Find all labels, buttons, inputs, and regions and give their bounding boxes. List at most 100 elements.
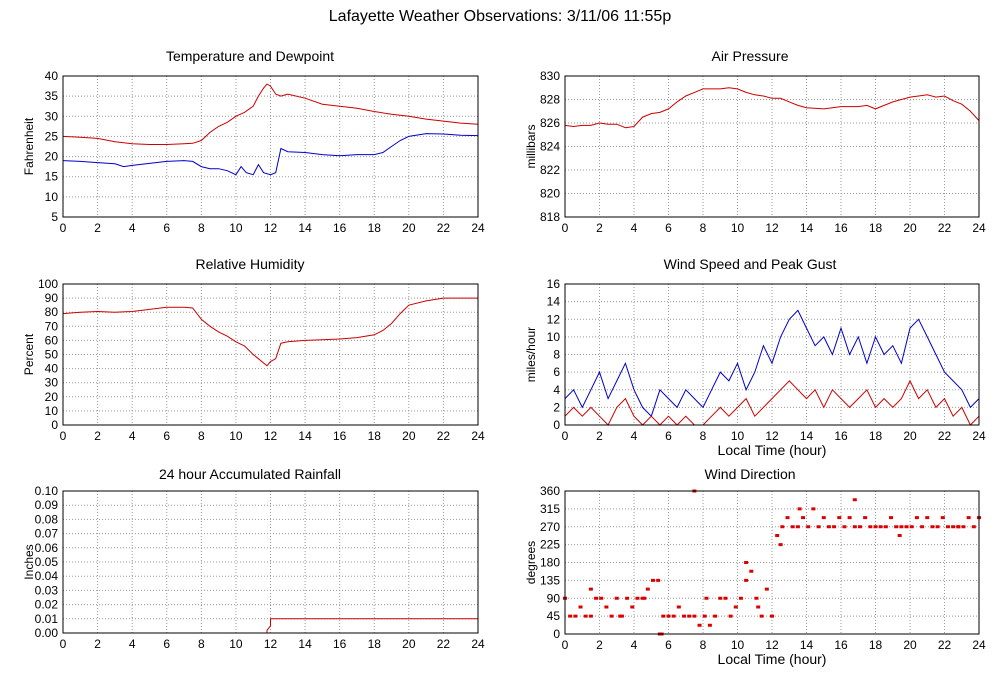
plot-svg: 0 2 4 6 8 10 12 14 16 18 20 22 240102030405060708090… bbox=[22, 277, 485, 443]
plot-frame bbox=[62, 75, 479, 218]
plot-svg: 0 2 4 6 8 10 12 14 16 18 20 22 24510152025303540Fahr… bbox=[22, 69, 485, 235]
x-tick-label: 14 bbox=[298, 221, 312, 235]
x-tick-label: 20 bbox=[903, 638, 917, 652]
y-tick-label: 8 bbox=[553, 348, 560, 362]
x-tick-label: 0 bbox=[562, 221, 569, 235]
data-point bbox=[842, 525, 847, 529]
x-tick-label: 18 bbox=[368, 637, 382, 651]
x-tick-label: 6 bbox=[163, 221, 170, 235]
y-tick-label: 12 bbox=[547, 312, 561, 326]
x-tick-label: 18 bbox=[368, 429, 382, 443]
y-tick-label: 270 bbox=[540, 520, 560, 534]
x-tick-label: 24 bbox=[471, 637, 485, 651]
x-tick-label: 22 bbox=[938, 638, 952, 652]
series-line-0 bbox=[62, 83, 479, 145]
data-point bbox=[775, 533, 780, 537]
chart-rainfall: 24 hour Accumulated Rainfall 0 2 4 6 8 10 12 14… bbox=[0, 466, 500, 666]
x-tick-label: 6 bbox=[665, 638, 672, 652]
chart-title: Wind Speed and Peak Gust bbox=[663, 256, 837, 272]
data-point bbox=[920, 525, 925, 529]
chart-wind-direction: Wind Direction 0 2 4 6 8 10 12 14 16 18 20 22 24 0 45 9… bbox=[500, 466, 1000, 676]
data-point bbox=[704, 596, 709, 600]
data-point bbox=[816, 525, 821, 529]
data-point bbox=[588, 587, 593, 591]
x-tick-label: 0 bbox=[562, 429, 569, 443]
data-point bbox=[618, 614, 623, 618]
x-axis-label: Local Time (hour) bbox=[718, 442, 827, 458]
y-tick-label: 14 bbox=[547, 295, 561, 309]
data-point bbox=[971, 525, 976, 529]
y-tick-label: 30 bbox=[45, 109, 59, 123]
x-tick-label: 10 bbox=[731, 429, 745, 443]
y-axis-label: millibars bbox=[524, 124, 538, 168]
data-point bbox=[894, 525, 899, 529]
data-point bbox=[797, 507, 802, 511]
plot-svg: 0 2 4 6 8 10 12 14 16 18 20 22 240.000.010.020.030.0… bbox=[22, 484, 485, 651]
data-point bbox=[733, 605, 738, 609]
x-tick-label: 18 bbox=[869, 221, 883, 235]
data-point bbox=[645, 587, 650, 591]
y-tick-label: 10 bbox=[547, 330, 561, 344]
x-tick-label: 12 bbox=[765, 429, 779, 443]
data-point bbox=[756, 605, 761, 609]
plot-frame bbox=[62, 490, 479, 634]
x-tick-label: 0 bbox=[60, 637, 67, 651]
data-point bbox=[728, 614, 733, 618]
x-tick-label: 6 bbox=[665, 429, 672, 443]
y-tick-label: 25 bbox=[45, 129, 59, 143]
y-tick-label: 0.02 bbox=[35, 598, 59, 612]
data-point bbox=[594, 596, 599, 600]
data-point bbox=[692, 614, 697, 618]
x-tick-label: 18 bbox=[869, 429, 883, 443]
y-tick-label: 40 bbox=[45, 69, 59, 83]
y-tick-label: 0.06 bbox=[35, 541, 59, 555]
series-line-1 bbox=[62, 133, 479, 176]
y-tick-label: 0.01 bbox=[35, 612, 59, 626]
series-line-0 bbox=[63, 618, 478, 634]
y-tick-label: 820 bbox=[540, 187, 560, 201]
x-tick-label: 4 bbox=[129, 637, 136, 651]
chart-pressure: Air Pressure 0 2 4 6 8 10 12 14 16 18 20 22 24 818 820… bbox=[500, 48, 1000, 248]
data-point bbox=[857, 525, 862, 529]
data-point bbox=[707, 623, 712, 627]
data-point bbox=[614, 596, 619, 600]
x-tick-label: 8 bbox=[700, 638, 707, 652]
data-point bbox=[930, 525, 935, 529]
y-tick-label: 10 bbox=[45, 190, 59, 204]
chart-humidity: Relative Humidity 0 2 4 6 8 10 12 14 16 18 20 22 24 0… bbox=[0, 256, 500, 456]
y-tick-label: 35 bbox=[45, 89, 59, 103]
data-point bbox=[778, 543, 783, 547]
y-tick-label: 40 bbox=[45, 362, 59, 376]
data-point bbox=[656, 578, 661, 582]
chart-wind-speed: Wind Speed and Peak Gust 0 2 4 6 8 10 12 14 16 18… bbox=[500, 256, 1000, 466]
x-tick-label: 2 bbox=[94, 637, 101, 651]
y-tick-label: 360 bbox=[540, 484, 560, 498]
x-tick-label: 12 bbox=[765, 638, 779, 652]
x-tick-label: 16 bbox=[834, 221, 848, 235]
y-tick-label: 0.08 bbox=[35, 512, 59, 526]
x-tick-label: 8 bbox=[198, 637, 205, 651]
data-point bbox=[588, 614, 593, 618]
y-tick-label: 0.03 bbox=[35, 583, 59, 597]
x-tick-label: 10 bbox=[229, 429, 243, 443]
x-tick-label: 20 bbox=[402, 637, 416, 651]
data-point bbox=[852, 525, 857, 529]
data-point bbox=[568, 614, 573, 618]
data-point bbox=[795, 525, 800, 529]
data-point bbox=[909, 525, 914, 529]
plot-frame bbox=[564, 75, 980, 218]
data-point bbox=[801, 516, 806, 520]
x-tick-label: 14 bbox=[298, 429, 312, 443]
x-tick-label: 6 bbox=[163, 429, 170, 443]
x-tick-label: 22 bbox=[437, 429, 451, 443]
x-tick-label: 16 bbox=[333, 221, 347, 235]
y-tick-label: 0.10 bbox=[35, 484, 59, 498]
x-tick-label: 20 bbox=[402, 429, 416, 443]
y-tick-label: 70 bbox=[45, 319, 59, 333]
data-point bbox=[889, 516, 894, 520]
x-tick-label: 20 bbox=[402, 221, 416, 235]
x-tick-label: 8 bbox=[700, 221, 707, 235]
y-tick-label: 822 bbox=[540, 163, 560, 177]
x-tick-label: 14 bbox=[298, 637, 312, 651]
data-point bbox=[759, 614, 764, 618]
